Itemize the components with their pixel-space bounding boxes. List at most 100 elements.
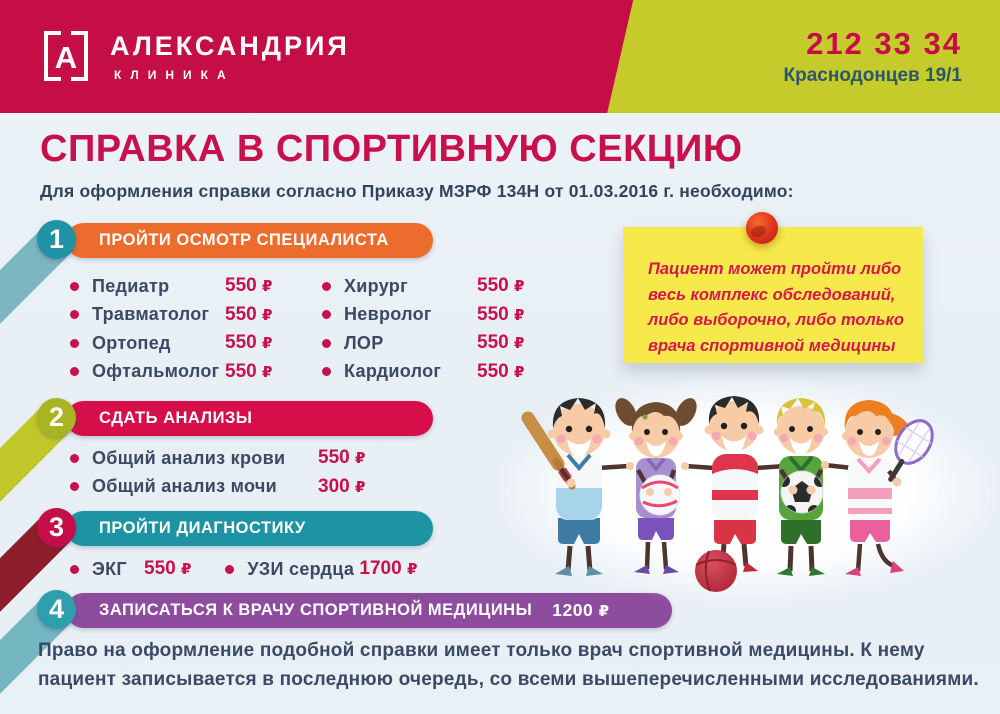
list-item: Хирург 550 ₽ [322,272,524,301]
service-name: Педиатр [92,275,170,296]
service-price: 550 ₽ [477,303,525,325]
note-text: Пациент может пройти либо весь комплекс … [648,260,904,355]
step-number-4: 4 [37,590,76,629]
child-with-bat [521,398,634,576]
volleyball [639,474,681,516]
ruble-sign: ₽ [261,335,273,353]
service-price: 1700 ₽ [359,558,418,579]
ruble-sign: ₽ [354,478,366,496]
address: Краснодонцев 19/1 [783,65,963,86]
bullet-icon [70,367,79,377]
child-with-basketball [681,396,789,592]
step-banner-4: ЗАПИСАТЬСЯ К ВРАЧУ СПОРТИВНОЙ МЕДИЦИНЫ 1… [66,593,672,628]
service-name: УЗИ сердца [247,558,355,579]
step-label: ЗАПИСАТЬСЯ К ВРАЧУ СПОРТИВНОЙ МЕДИЦИНЫ [99,601,533,619]
list-item: Невролог 550 ₽ [322,301,524,330]
bullet-icon [322,281,331,291]
service-name: Невролог [344,304,432,325]
ruble-sign: ₽ [513,363,525,381]
service-price: 300 ₽ [318,475,366,497]
bullet-icon [70,281,79,291]
step-label: ПРОЙТИ ОСМОТР СПЕЦИАЛИСТА [99,231,389,249]
list-item: Общий анализ мочи 300 ₽ [70,473,365,502]
service-price: 550 ₽ [477,275,525,297]
bullet-icon [322,310,331,320]
service-price: 550 ₽ [477,360,525,382]
bullet-icon [70,482,79,492]
step-banner-2: СДАТЬ АНАЛИЗЫ [66,401,433,436]
bullet-icon [322,338,331,348]
contact-block: 212 33 34 Краснодонцев 19/1 [784,26,963,87]
pushpin-icon [746,212,778,244]
sticky-note: Пациент может пройти либо весь комплекс … [623,227,923,363]
ruble-sign: ₽ [261,363,273,381]
step-banner-1: ПРОЙТИ ОСМОТР СПЕЦИАЛИСТА [66,223,433,258]
service-name: Общий анализ крови [92,447,286,468]
logo-bracket-icon: А [44,31,88,81]
list-item: Педиатр 550 ₽ [70,272,322,301]
intro-text: Для оформления справки согласно Приказу … [40,181,794,201]
step-number-1: 1 [37,220,76,259]
list-item: Кардиолог 550 ₽ [322,358,524,387]
service-name: Кардиолог [344,361,442,382]
service-name: ЭКГ [92,558,127,579]
diagnostics-list: ЭКГ 550 ₽ УЗИ сердца 1700 ₽ [70,556,417,582]
child-with-racket [821,400,934,576]
service-price: 550 ₽ [225,303,273,325]
service-name: Общий анализ мочи [92,476,278,497]
bullet-icon [70,310,79,320]
step-number-2: 2 [37,398,76,437]
service-name: ЛОР [344,332,384,353]
bullet-icon [225,564,235,574]
footer-note: Право на оформление подобной справки име… [38,640,979,690]
service-name: Ортопед [92,332,171,353]
svg-text:А: А [55,40,77,75]
clinic-name: АЛЕКСАНДРИЯ [110,30,350,61]
ruble-sign: ₽ [513,335,525,353]
ruble-sign: ₽ [354,450,366,468]
clinic-type: КЛИНИКА [114,67,235,82]
service-price: 550 ₽ [318,447,366,469]
service-name: Травматолог [92,304,210,325]
bullet-icon [70,338,79,348]
service-name: Офтальмолог [92,361,220,382]
service-price: 550 ₽ [477,332,525,354]
step-number-3: 3 [37,508,76,547]
basketball [695,550,737,592]
service-price: 550 ₽ [225,360,273,382]
list-item: УЗИ сердца 1700 ₽ [225,556,417,582]
list-item: ЛОР 550 ₽ [322,329,524,358]
step-price: 1200 ₽ [552,600,610,620]
analyses-list: Общий анализ крови 550 ₽ Общий анализ моч… [70,444,365,501]
child-with-volleyball [615,398,697,574]
list-item: Общий анализ крови 550 ₽ [70,444,365,473]
step-label: СДАТЬ АНАЛИЗЫ [99,409,253,427]
ruble-sign: ₽ [406,561,418,578]
ruble-sign: ₽ [180,561,192,578]
list-item: ЭКГ 550 ₽ [70,556,191,582]
header-lime-wedge [607,0,1000,113]
bullet-icon [70,564,79,574]
service-price: 550 ₽ [225,275,273,297]
header [0,0,1000,113]
list-item: Ортопед 550 ₽ [70,329,322,358]
ruble-sign: ₽ [261,278,273,296]
ruble-sign: ₽ [513,278,525,296]
ruble-sign: ₽ [513,306,525,324]
clinic-logo: А АЛЕКСАНДРИЯ КЛИНИКА [38,28,350,84]
ruble-sign: ₽ [261,306,273,324]
ruble-sign: ₽ [598,603,610,620]
step-label: ПРОЙТИ ДИАГНОСТИКУ [99,519,306,537]
service-name: Хирург [344,275,408,296]
service-price: 550 ₽ [144,558,192,579]
phone-number: 212 33 34 [806,26,962,61]
bullet-icon [322,367,331,377]
specialists-list: Педиатр 550 ₽ Травматолог 550 ₽ Ортопед 550… [70,272,524,386]
children-illustration [498,375,998,603]
child-with-football [774,398,828,576]
list-item: Травматолог 550 ₽ [70,301,322,330]
page-title: СПРАВКА В СПОРТИВНУЮ СЕКЦИЮ [40,128,743,170]
step-banner-3: ПРОЙТИ ДИАГНОСТИКУ [66,511,433,546]
